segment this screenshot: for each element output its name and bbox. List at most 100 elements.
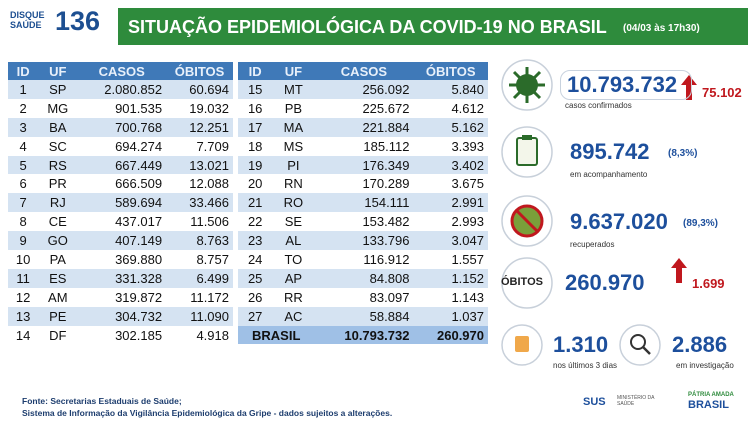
table-row: 9 GO 407.149 8.763 xyxy=(8,231,233,251)
table-cell: 13 xyxy=(8,306,39,326)
table-cell: 225.672 xyxy=(362,100,410,116)
table-cell: 3 xyxy=(8,117,39,137)
table-cell: 60.694 xyxy=(166,80,233,99)
table-row: 13 PE 304.732 11.090 xyxy=(8,306,233,326)
table-cell: 6.499 xyxy=(166,268,233,288)
recovered-value: 9.637.020 xyxy=(570,209,668,234)
logo-number: 136 xyxy=(55,6,101,36)
recovered-label: recuperados xyxy=(570,240,615,249)
table-cell: AM xyxy=(48,289,68,305)
table-cell: 26 xyxy=(247,289,263,305)
ministry-logo: MINISTÉRIO DA SAÚDE xyxy=(617,395,655,407)
table-cell: 7.709 xyxy=(196,138,229,154)
total-cell: 260.970 xyxy=(413,325,488,345)
table-cell: 13.021 xyxy=(166,155,233,175)
table-cell: 8.757 xyxy=(196,251,229,267)
table-row: 5 RS 667.449 13.021 xyxy=(8,155,233,175)
table-cell: MG xyxy=(47,100,69,116)
table-cell: RJ xyxy=(38,193,78,213)
table-cell: 3.047 xyxy=(413,231,488,251)
column-header: UF xyxy=(272,62,315,80)
table-cell: 20 xyxy=(247,176,263,192)
table-row: 6 PR 666.509 12.088 xyxy=(8,174,233,193)
table-cell: 302.185 xyxy=(115,327,163,343)
table-cell: 901.535 xyxy=(115,100,163,116)
table-cell: 2.993 xyxy=(451,214,484,230)
table-cell: 5 xyxy=(8,155,39,175)
table-cell: 3.675 xyxy=(451,176,484,192)
last-days-value: 1.310 xyxy=(553,332,609,357)
footer-source: Fonte: Secretarias Estaduais de Saúde; xyxy=(22,396,182,406)
table-cell: 21 xyxy=(238,193,273,213)
timestamp: (04/03 às 17h30) xyxy=(623,23,700,34)
title-bar: SITUAÇÃO EPIDEMIOLÓGICA DA COVID-19 NO B… xyxy=(118,8,748,45)
table-cell: BA xyxy=(38,117,78,137)
table-cell: 176.349 xyxy=(314,155,414,175)
table-cell: 83.097 xyxy=(369,289,410,305)
table-cell: 5.840 xyxy=(413,80,488,99)
table-cell: 4 xyxy=(19,138,27,154)
logo-top: DISQUE xyxy=(10,10,45,20)
table-cell: 319.872 xyxy=(115,289,163,305)
table-row: 26 RR 83.097 1.143 xyxy=(238,288,488,307)
table-cell: 369.880 xyxy=(115,251,163,267)
column-header: ID xyxy=(238,62,273,80)
table-cell: DF xyxy=(49,327,67,343)
table-cell: 666.509 xyxy=(115,176,163,192)
deaths-new: 1.699 xyxy=(692,276,725,291)
table-cell: RR xyxy=(283,289,303,305)
table-cell: PB xyxy=(284,100,303,116)
table-cell: 407.149 xyxy=(77,231,167,251)
table-cell: 4.918 xyxy=(196,327,229,343)
monitoring-percent: (8,3%) xyxy=(668,148,698,159)
table-cell: 8.763 xyxy=(166,231,233,251)
monitoring-value: 895.742 xyxy=(570,139,650,164)
header-row: ID UF CASOS ÓBITOS xyxy=(8,62,233,80)
table-cell: 9 xyxy=(8,231,39,251)
table-cell: 133.796 xyxy=(314,231,414,251)
table-cell: PR xyxy=(48,176,67,192)
total-cell: BRASIL xyxy=(238,325,315,345)
table-cell: 694.274 xyxy=(115,138,163,154)
table-cell: SC xyxy=(48,138,67,154)
confirmed-new: 75.102 xyxy=(702,85,742,100)
table-cell: TO xyxy=(284,251,303,267)
table-row: 20 RN 170.289 3.675 xyxy=(238,174,488,193)
motto: PÁTRIA AMADA xyxy=(688,392,734,398)
table-row: 10 PA 369.880 8.757 xyxy=(8,250,233,269)
table-cell: 2.991 xyxy=(413,193,488,213)
table-cell: 11.172 xyxy=(190,289,229,305)
icons xyxy=(501,59,697,366)
table-cell: 331.328 xyxy=(77,268,167,288)
investigation-label: em investigação xyxy=(676,361,734,370)
investigation-value: 2.886 xyxy=(672,332,728,357)
table-cell: 1.557 xyxy=(451,251,484,267)
table-cell: CE xyxy=(48,214,67,230)
monitoring-label: em acompanhamento xyxy=(570,170,648,179)
table-cell: 12.251 xyxy=(166,117,233,137)
table-cell: 1 xyxy=(8,80,39,99)
table-cell: 256.092 xyxy=(314,80,414,99)
table-row: 21 RO 154.111 2.991 xyxy=(238,193,488,213)
table-cell: 19.032 xyxy=(189,100,229,116)
table-row: 18 MS 185.112 3.393 xyxy=(238,137,488,156)
column-header: UF xyxy=(38,62,78,80)
table-cell: 7 xyxy=(8,193,39,213)
table-cell: 6 xyxy=(19,176,27,192)
table-cell: 19 xyxy=(238,155,273,175)
table-cell: RO xyxy=(272,193,315,213)
table-cell: PE xyxy=(38,306,78,326)
table-cell: 304.732 xyxy=(77,306,167,326)
table-right: ID UF CASOS ÓBITOS 15 MT 256.092 5.840 16 PB 225.6… xyxy=(238,62,488,345)
table-cell: 116.912 xyxy=(363,251,410,267)
table-cell: 25 xyxy=(238,268,273,288)
deaths-label: ÓBITOS xyxy=(501,276,543,288)
table-cell: 4.612 xyxy=(451,100,484,116)
header-row: ID UF CASOS ÓBITOS xyxy=(238,62,488,80)
table-cell: 8 xyxy=(19,214,27,230)
table-cell: 17 xyxy=(238,117,273,137)
table-row: 27 AC 58.884 1.037 xyxy=(238,306,488,326)
table-cell: MA xyxy=(272,117,315,137)
table-cell: 1.152 xyxy=(413,268,488,288)
